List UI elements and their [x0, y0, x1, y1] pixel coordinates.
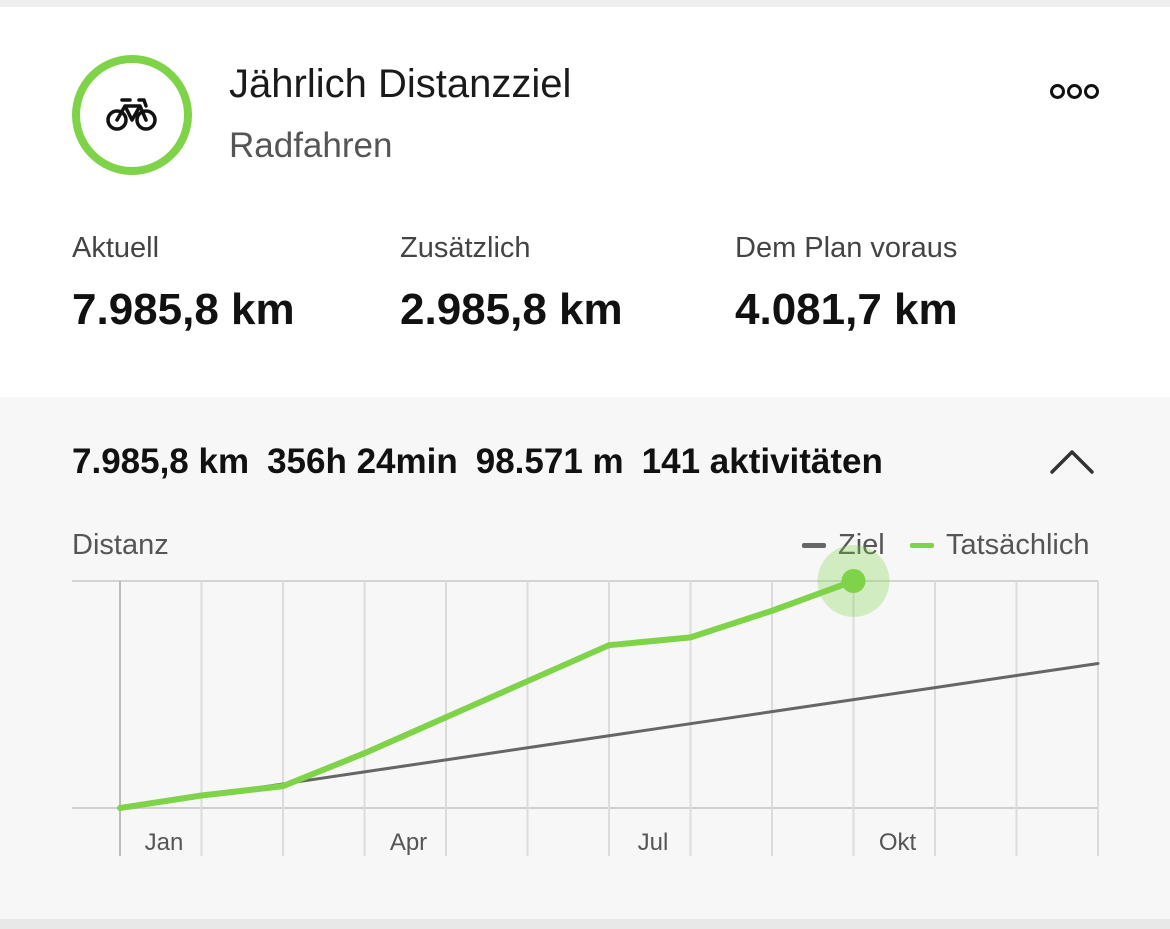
bottom-divider [0, 919, 1170, 929]
legend-goal: Ziel [802, 529, 885, 562]
stat-value: 2.985,8 km [400, 285, 623, 334]
goal-card [0, 7, 1170, 397]
actual-series-line [117, 578, 857, 811]
x-tick-label: Jul [638, 829, 669, 856]
legend-label: Tatsächlich [946, 529, 1090, 561]
goal-subtitle: Radfahren [229, 126, 393, 165]
bicycle-icon [106, 94, 158, 137]
legend-actual: Tatsächlich [910, 529, 1089, 562]
stat-label: Dem Plan voraus [735, 232, 958, 264]
summary-distance: 7.985,8 km [72, 442, 250, 481]
legend-swatch [910, 543, 934, 548]
summary-elevation: 98.571 m [475, 442, 624, 481]
stat-value: 7.985,8 km [72, 285, 295, 334]
stat-label: Zusätzlich [400, 232, 531, 264]
stat-ahead-of-plan: Dem Plan voraus 4.081,7 km [735, 232, 958, 335]
chart-title: Distanz [72, 529, 169, 561]
summary-activities: 141 aktivitäten [641, 442, 883, 481]
stat-value: 4.081,7 km [735, 285, 958, 334]
stat-label: Aktuell [72, 232, 160, 264]
x-tick-label: Okt [879, 829, 917, 856]
summary-row: 7.985,8 km 356h 24min 98.571 m 141 aktiv… [72, 442, 901, 482]
more-options-icon[interactable] [1042, 74, 1106, 108]
goal-progress-ring [72, 55, 192, 175]
x-tick-label: Jan [145, 829, 184, 856]
current-point-marker [841, 569, 866, 593]
legend-label: Ziel [838, 529, 885, 561]
goal-title: Jährlich Distanzziel [229, 62, 572, 106]
x-tick-label: Apr [390, 829, 427, 856]
stat-extra: Zusätzlich 2.985,8 km [400, 232, 623, 335]
legend-swatch [802, 543, 826, 548]
chevron-up-icon[interactable] [1044, 440, 1100, 480]
stat-current: Aktuell 7.985,8 km [72, 232, 295, 335]
summary-duration: 356h 24min [267, 442, 458, 481]
